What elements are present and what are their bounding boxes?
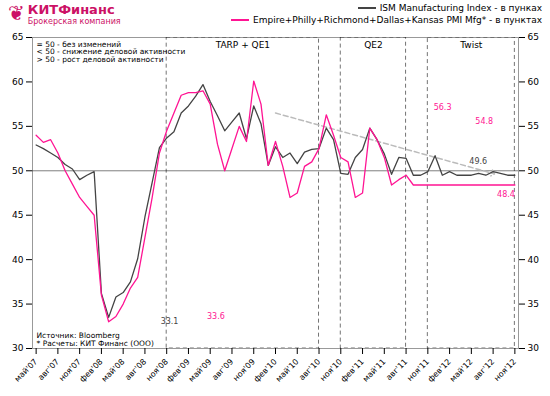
svg-text:авг'07: авг'07	[36, 357, 61, 382]
svg-text:фев'11: фев'11	[339, 357, 366, 384]
svg-text:авг'10: авг'10	[297, 357, 322, 382]
svg-text:фев'12: фев'12	[426, 357, 453, 384]
svg-text:ноя'12: ноя'12	[492, 357, 518, 383]
svg-text:30: 30	[12, 343, 24, 353]
svg-text:40: 40	[12, 255, 24, 265]
svg-text:45: 45	[528, 210, 539, 220]
svg-text:ноя'11: ноя'11	[405, 357, 432, 383]
svg-text:авг'12: авг'12	[471, 357, 496, 382]
svg-text:фев'08: фев'08	[78, 357, 105, 384]
svg-text:май'08: май'08	[100, 357, 127, 384]
svg-text:48.4: 48.4	[497, 190, 515, 199]
svg-text:56.3: 56.3	[434, 103, 452, 112]
html-text:Брокерская компания: Брокерская компания	[27, 17, 121, 26]
svg-text:ноя'10: ноя'10	[318, 357, 344, 383]
svg-text:50: 50	[12, 166, 24, 176]
svg-text:авг'08: авг'08	[123, 357, 148, 382]
svg-text:ноя'08: ноя'08	[144, 357, 170, 383]
svg-text:май'10: май'10	[274, 357, 301, 384]
svg-text:60: 60	[12, 77, 24, 87]
svg-text:60: 60	[528, 77, 540, 87]
svg-text:54.8: 54.8	[475, 117, 493, 126]
svg-text:35: 35	[528, 299, 539, 309]
svg-text:45: 45	[12, 210, 23, 220]
svg-text:33.1: 33.1	[161, 317, 179, 326]
svg-text:65: 65	[12, 32, 23, 42]
svg-text:QE2: QE2	[364, 40, 383, 50]
svg-text:40: 40	[528, 255, 540, 265]
svg-text:TARP + QE1: TARP + QE1	[215, 40, 270, 50]
svg-text:49.6: 49.6	[469, 157, 487, 166]
html-text:ISM Manufacturing Index - в пу: ISM Manufacturing Index - в пунках	[379, 3, 542, 13]
svg-text:ноя'09: ноя'09	[231, 357, 257, 383]
svg-text:Источник: Bloomberg* Расчеты:: Источник: Bloomberg* Расчеты: КИТ Финанс…	[37, 331, 154, 348]
svg-text:50: 50	[528, 166, 540, 176]
svg-text:55: 55	[12, 121, 23, 131]
svg-text:35: 35	[12, 299, 23, 309]
html-text:Empire+Philly+Richmond+Dallas+: Empire+Philly+Richmond+Dallas+Kansas PMI…	[253, 15, 542, 25]
svg-text:авг'09: авг'09	[210, 357, 235, 382]
svg-text:33.6: 33.6	[207, 312, 225, 321]
svg-text:май'11: май'11	[361, 357, 388, 384]
svg-text:фев'09: фев'09	[165, 357, 192, 384]
svg-text:фев'10: фев'10	[252, 357, 279, 384]
svg-text:65: 65	[528, 32, 539, 42]
html-text:❦КИТФинанс: ❦КИТФинанс	[8, 1, 115, 25]
svg-text:= 50 - без изменений< 50 - сни: = 50 - без изменений< 50 - снижение дело…	[37, 40, 186, 64]
svg-text:май'07: май'07	[13, 357, 40, 384]
svg-text:авг'11: авг'11	[384, 357, 409, 382]
svg-text:ноя'07: ноя'07	[57, 357, 83, 383]
svg-text:май'09: май'09	[187, 357, 214, 384]
svg-text:55: 55	[528, 121, 539, 131]
svg-text:май'12: май'12	[448, 357, 475, 384]
svg-text:Twist: Twist	[459, 40, 483, 50]
svg-text:30: 30	[528, 343, 540, 353]
